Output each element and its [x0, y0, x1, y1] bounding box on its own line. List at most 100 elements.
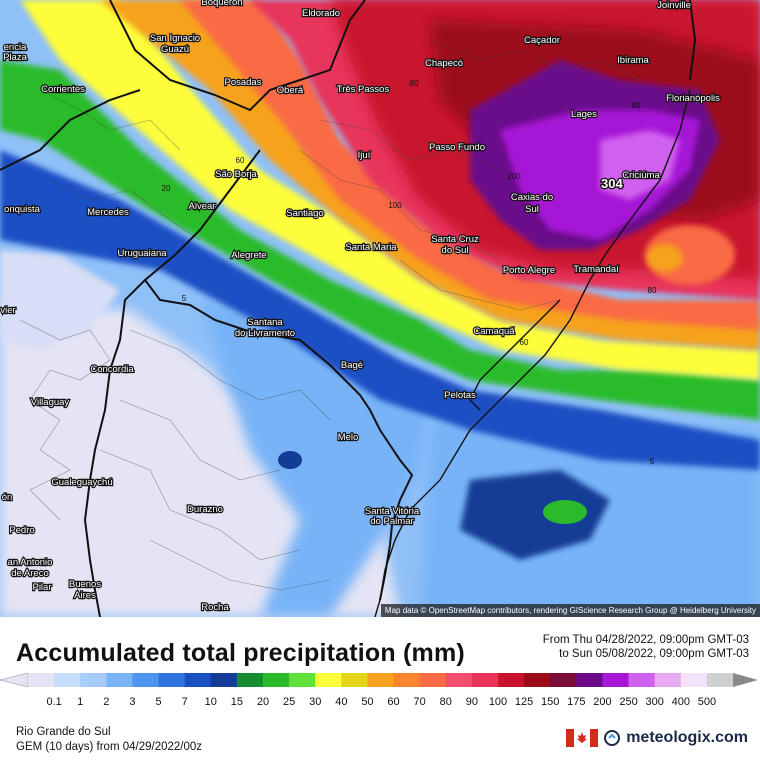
city-label: Alvear — [189, 201, 216, 212]
model-label: GEM (10 days) from 04/29/2022/00z — [16, 741, 203, 753]
city-label: Guazú — [161, 44, 189, 55]
map-canvas: 80 80 60 20 200 100 80 5 60 5 Bóqueron Eldorado Joi… — [0, 0, 760, 617]
city-label: Corrientes — [41, 84, 85, 95]
city-label: Villaguay — [31, 397, 70, 408]
city-label: Sul — [525, 204, 539, 215]
city-label: Caçador — [524, 35, 560, 46]
scale-tick-label: 2 — [103, 696, 109, 708]
city-label: Porto Alegre — [503, 265, 555, 276]
scale-tick-label: 80 — [440, 696, 452, 708]
scale-swatch — [132, 673, 160, 687]
scale-swatch — [524, 673, 551, 687]
region-label: Rio Grande do Sul — [16, 726, 111, 738]
city-label: Oberá — [277, 85, 304, 96]
city-label: Caxias do — [511, 192, 553, 203]
scale-tick-label: 10 — [205, 696, 217, 708]
scale-swatch — [706, 673, 734, 687]
scale-swatch — [80, 673, 107, 687]
scale-swatch — [54, 673, 81, 687]
contour-labels: 80 80 60 20 200 100 80 5 60 5 — [162, 79, 657, 466]
contour-value-label: 20 — [162, 184, 171, 193]
scale-swatch — [628, 673, 656, 687]
color-scale: 0.1 1 2 3 5 7 10 15 20 25 30 40 50 60 70 80 90 100 125 150 1… — [0, 672, 758, 708]
contour-value-label: 80 — [648, 286, 657, 295]
scale-tick-label: 200 — [593, 696, 611, 708]
scale-swatch — [341, 673, 368, 687]
city-label: vier — [0, 305, 15, 316]
scale-arrow-left — [0, 672, 29, 688]
city-label: onquista — [4, 204, 41, 215]
city-label: Pilar — [32, 582, 51, 593]
city-label: Camaquã — [473, 326, 515, 337]
canada-flag-icon — [566, 729, 599, 747]
scale-arrow-right — [733, 673, 758, 687]
city-label: an Antonio — [8, 557, 53, 568]
scale-tick-label: 7 — [182, 696, 188, 708]
city-label: Pedro — [9, 525, 34, 536]
scale-swatch — [393, 673, 421, 687]
city-label: Melo — [338, 432, 359, 443]
city-label: Santa Cruz — [431, 234, 479, 245]
city-label: Criciúma — [622, 170, 660, 181]
range-from: From Thu 04/28/2022, 09:00pm GMT-03 — [542, 634, 749, 646]
scale-swatch — [236, 673, 264, 687]
legend-panel: Accumulated total precipitation (mm) Fro… — [0, 617, 760, 760]
city-label: Chapecó — [425, 58, 463, 69]
scale-tick-label: 1 — [77, 696, 83, 708]
max-marker-label: 304 — [601, 176, 623, 191]
city-label: Mercedes — [87, 207, 129, 218]
coastline — [374, 89, 691, 617]
scale-tick-label: 5 — [155, 696, 161, 708]
city-label: Santa Maria — [345, 242, 397, 253]
scale-swatch — [315, 673, 342, 687]
city-label: Durazno — [187, 504, 223, 515]
footer-info: Rio Grande do Sul GEM (10 days) from 04/… — [16, 725, 202, 755]
city-label: ón — [2, 492, 13, 503]
city-label: Plaza — [3, 52, 27, 63]
scale-swatch — [550, 673, 577, 687]
city-label: Santa Vitória — [365, 506, 420, 517]
city-label: do Livramento — [235, 328, 295, 339]
national-borders — [0, 0, 697, 617]
scale-swatch — [419, 673, 447, 687]
scale-tick-label: 25 — [283, 696, 295, 708]
scale-swatch — [680, 673, 708, 687]
precipitation-map[interactable]: 80 80 60 20 200 100 80 5 60 5 Bóqueron Eldorado Joi… — [0, 0, 760, 617]
scale-swatch — [654, 673, 682, 687]
admin-boundaries — [19, 39, 641, 591]
city-label: do Palmar — [370, 516, 413, 527]
city-label: Aires — [74, 590, 96, 601]
scale-tick-label: 90 — [466, 696, 478, 708]
city-label: Tramandaí — [573, 264, 619, 275]
city-label: Gualeguaychú — [51, 477, 112, 488]
contour-value-label: 5 — [650, 457, 655, 466]
scale-tick-label: 125 — [515, 696, 533, 708]
max-precip-marker: 304 — [600, 175, 625, 193]
city-label: Lages — [571, 109, 597, 120]
city-label: Ibirama — [617, 55, 649, 66]
brand-name: meteologix.com — [626, 729, 748, 746]
scale-tick-label: 150 — [541, 696, 559, 708]
contour-value-label: 100 — [388, 201, 402, 210]
scale-tick-label: 30 — [309, 696, 321, 708]
scale-swatch — [184, 673, 212, 687]
map-attribution[interactable]: Map data © OpenStreetMap contributors, r… — [380, 604, 760, 617]
scale-swatch — [28, 673, 55, 687]
scale-swatch — [263, 673, 290, 687]
scale-swatch — [210, 673, 238, 687]
city-label: Bóqueron — [201, 0, 242, 8]
scale-tick-label: 100 — [489, 696, 507, 708]
scale-tick-label: 15 — [231, 696, 243, 708]
legend-title: Accumulated total precipitation (mm) — [16, 639, 465, 667]
city-label: Três Passos — [337, 84, 390, 95]
brand[interactable]: meteologix.com — [566, 729, 748, 747]
scale-tick-label: 70 — [414, 696, 426, 708]
city-label: de Areco — [11, 568, 49, 579]
city-label: Eldorado — [302, 8, 340, 19]
scale-swatch — [289, 673, 316, 687]
city-label: Santiago — [286, 208, 324, 219]
scale-swatch — [106, 673, 133, 687]
contour-value-label: 80 — [410, 79, 419, 88]
scale-tick-label: 20 — [257, 696, 269, 708]
